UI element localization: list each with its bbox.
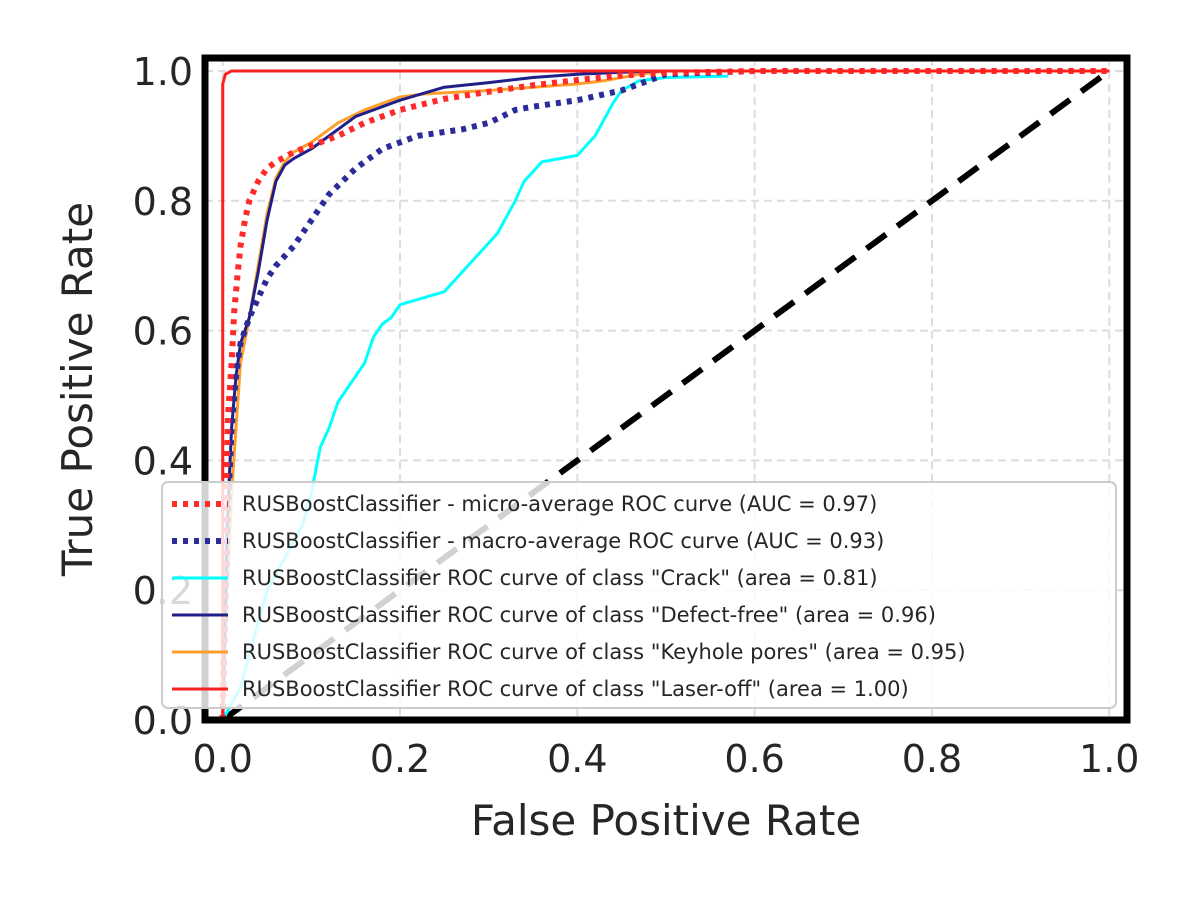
legend-label-3: RUSBoostClassifier ROC curve of class "D… [242, 603, 936, 627]
reference-diagonal [220, 68, 1112, 723]
series-line-0 [219, 67, 1110, 721]
legend-box [161, 481, 1117, 709]
x-tick-label-3: 0.6 [724, 737, 784, 781]
legend-label-5: RUSBoostClassifier ROC curve of class "L… [242, 677, 909, 701]
legend-label-1: RUSBoostClassifier - macro-average ROC c… [242, 529, 884, 553]
x-axis-title: False Positive Rate [471, 796, 861, 845]
y-tick-label-2: 0.4 [133, 439, 193, 483]
series-line-4 [221, 69, 1110, 721]
legend-label-4: RUSBoostClassifier ROC curve of class "K… [242, 640, 966, 664]
y-tick-label-5: 1.0 [133, 50, 193, 94]
x-tick-label-2: 0.4 [547, 737, 607, 781]
x-tick-label-4: 0.8 [902, 737, 962, 781]
legend: RUSBoostClassifier - micro-average ROC c… [161, 481, 1117, 709]
x-tick-label-1: 0.2 [370, 737, 430, 781]
y-tick-label-3: 0.6 [133, 310, 193, 354]
legend-label-0: RUSBoostClassifier - micro-average ROC c… [242, 492, 877, 516]
y-axis-title: True Positive Rate [53, 202, 102, 577]
reference-diagonal-line [220, 68, 1112, 723]
x-tick-label-5: 1.0 [1079, 737, 1139, 781]
legend-label-2: RUSBoostClassifier ROC curve of class "C… [242, 566, 878, 590]
series-line-1 [219, 67, 1110, 721]
plot-frame [201, 54, 1131, 724]
axis-ticks: 0.00.20.40.60.81.00.00.20.40.60.81.0 [133, 50, 1140, 781]
x-tick-label-0: 0.0 [193, 737, 253, 781]
series-line-5 [221, 69, 1110, 720]
y-tick-label-4: 0.8 [133, 180, 193, 224]
